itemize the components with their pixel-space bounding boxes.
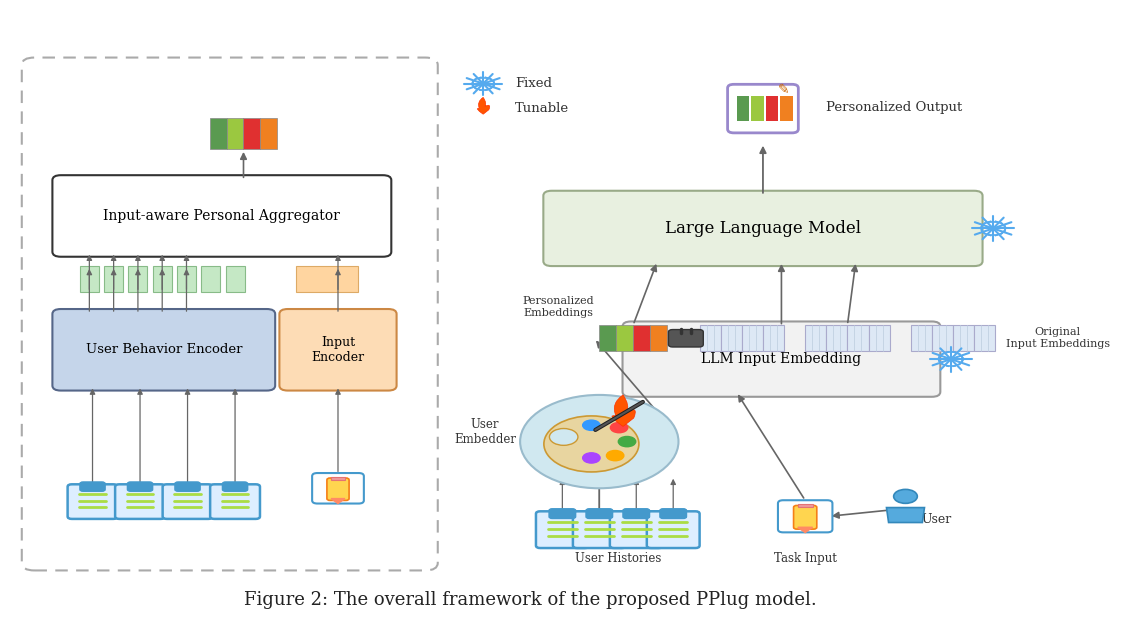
Bar <box>210 118 227 149</box>
Bar <box>296 266 358 292</box>
FancyBboxPatch shape <box>778 501 833 533</box>
FancyBboxPatch shape <box>210 484 260 519</box>
FancyBboxPatch shape <box>727 84 799 133</box>
FancyBboxPatch shape <box>279 309 396 391</box>
Bar <box>932 325 953 351</box>
Bar <box>806 325 826 351</box>
Text: Input
Encoder: Input Encoder <box>312 336 365 364</box>
FancyBboxPatch shape <box>660 509 687 519</box>
FancyBboxPatch shape <box>80 482 105 491</box>
Text: Original
Input Embeddings: Original Input Embeddings <box>1005 327 1110 349</box>
FancyBboxPatch shape <box>67 484 118 519</box>
Text: Personalized
Embeddings: Personalized Embeddings <box>523 296 594 318</box>
Bar <box>798 504 812 507</box>
Bar <box>177 266 196 292</box>
Circle shape <box>893 489 918 504</box>
Polygon shape <box>886 507 925 522</box>
Bar <box>201 266 220 292</box>
FancyBboxPatch shape <box>623 322 940 397</box>
FancyBboxPatch shape <box>573 511 626 548</box>
Bar <box>104 266 123 292</box>
Text: Fixed: Fixed <box>515 77 552 90</box>
FancyBboxPatch shape <box>21 58 438 570</box>
Bar <box>953 325 974 351</box>
FancyBboxPatch shape <box>175 482 200 491</box>
Bar <box>227 118 243 149</box>
Circle shape <box>618 436 636 447</box>
Text: User: User <box>921 513 951 526</box>
FancyBboxPatch shape <box>793 506 817 529</box>
PathPatch shape <box>477 97 489 114</box>
Bar <box>737 96 749 121</box>
Bar <box>720 325 742 351</box>
Bar <box>868 325 890 351</box>
Text: LLM Input Embedding: LLM Input Embedding <box>701 352 862 366</box>
Bar <box>781 96 793 121</box>
FancyBboxPatch shape <box>646 511 700 548</box>
Text: Personalized Output: Personalized Output <box>826 101 963 114</box>
Circle shape <box>948 357 954 360</box>
FancyBboxPatch shape <box>222 482 248 491</box>
FancyBboxPatch shape <box>312 473 364 504</box>
Circle shape <box>544 416 638 472</box>
Bar <box>260 118 277 149</box>
Circle shape <box>606 450 624 461</box>
Bar <box>763 325 784 351</box>
Circle shape <box>550 428 578 445</box>
FancyBboxPatch shape <box>327 478 349 501</box>
Text: Figure 2: The overall framework of the proposed PPlug model.: Figure 2: The overall framework of the p… <box>245 592 817 609</box>
Text: Large Language Model: Large Language Model <box>665 220 861 237</box>
Text: User
Embedder: User Embedder <box>454 418 516 447</box>
Circle shape <box>582 453 600 463</box>
Circle shape <box>481 82 486 85</box>
Bar <box>752 96 764 121</box>
FancyBboxPatch shape <box>128 482 153 491</box>
Circle shape <box>582 420 600 430</box>
Circle shape <box>521 395 679 489</box>
FancyBboxPatch shape <box>586 509 613 519</box>
Text: User Behavior Encoder: User Behavior Encoder <box>85 344 242 356</box>
FancyBboxPatch shape <box>53 309 275 391</box>
Bar <box>633 325 650 351</box>
Bar <box>766 96 779 121</box>
Polygon shape <box>331 499 344 504</box>
Circle shape <box>991 227 995 230</box>
Bar <box>243 118 260 149</box>
FancyBboxPatch shape <box>623 509 650 519</box>
FancyBboxPatch shape <box>669 330 703 347</box>
Bar <box>911 325 932 351</box>
Bar <box>742 325 763 351</box>
FancyBboxPatch shape <box>610 511 663 548</box>
Bar <box>599 325 616 351</box>
Bar <box>847 325 868 351</box>
FancyBboxPatch shape <box>116 484 165 519</box>
FancyBboxPatch shape <box>549 509 576 519</box>
Bar <box>153 266 172 292</box>
Text: Task Input: Task Input <box>774 552 837 565</box>
Bar <box>331 477 344 480</box>
Bar <box>826 325 847 351</box>
PathPatch shape <box>611 395 635 426</box>
Bar <box>974 325 995 351</box>
Bar <box>226 266 245 292</box>
Text: User Histories: User Histories <box>576 552 662 565</box>
Circle shape <box>610 423 628 433</box>
FancyBboxPatch shape <box>536 511 589 548</box>
FancyBboxPatch shape <box>53 175 392 257</box>
Bar <box>128 266 147 292</box>
Polygon shape <box>798 528 812 533</box>
Bar <box>616 325 633 351</box>
Bar <box>80 266 99 292</box>
Bar <box>700 325 720 351</box>
Text: Input-aware Personal Aggregator: Input-aware Personal Aggregator <box>103 209 340 223</box>
FancyBboxPatch shape <box>543 191 983 266</box>
Text: Tunable: Tunable <box>515 102 569 115</box>
Text: ✎: ✎ <box>778 83 789 97</box>
FancyBboxPatch shape <box>163 484 212 519</box>
Bar <box>650 325 666 351</box>
